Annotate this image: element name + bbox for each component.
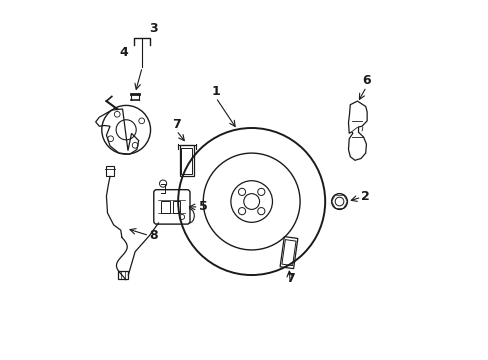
Text: 7: 7 (172, 117, 181, 131)
Text: 8: 8 (149, 229, 158, 242)
Bar (118, 271, 128, 279)
Bar (161, 201, 169, 213)
Text: 5: 5 (198, 201, 207, 213)
Text: 1: 1 (211, 85, 220, 98)
Bar (172, 201, 180, 213)
Text: 7: 7 (285, 272, 294, 285)
Text: 3: 3 (149, 22, 158, 36)
Text: 6: 6 (362, 74, 370, 87)
Text: 2: 2 (360, 190, 369, 203)
Bar (106, 166, 113, 176)
Text: 4: 4 (120, 46, 128, 59)
Bar (181, 148, 192, 174)
Bar (180, 145, 193, 176)
